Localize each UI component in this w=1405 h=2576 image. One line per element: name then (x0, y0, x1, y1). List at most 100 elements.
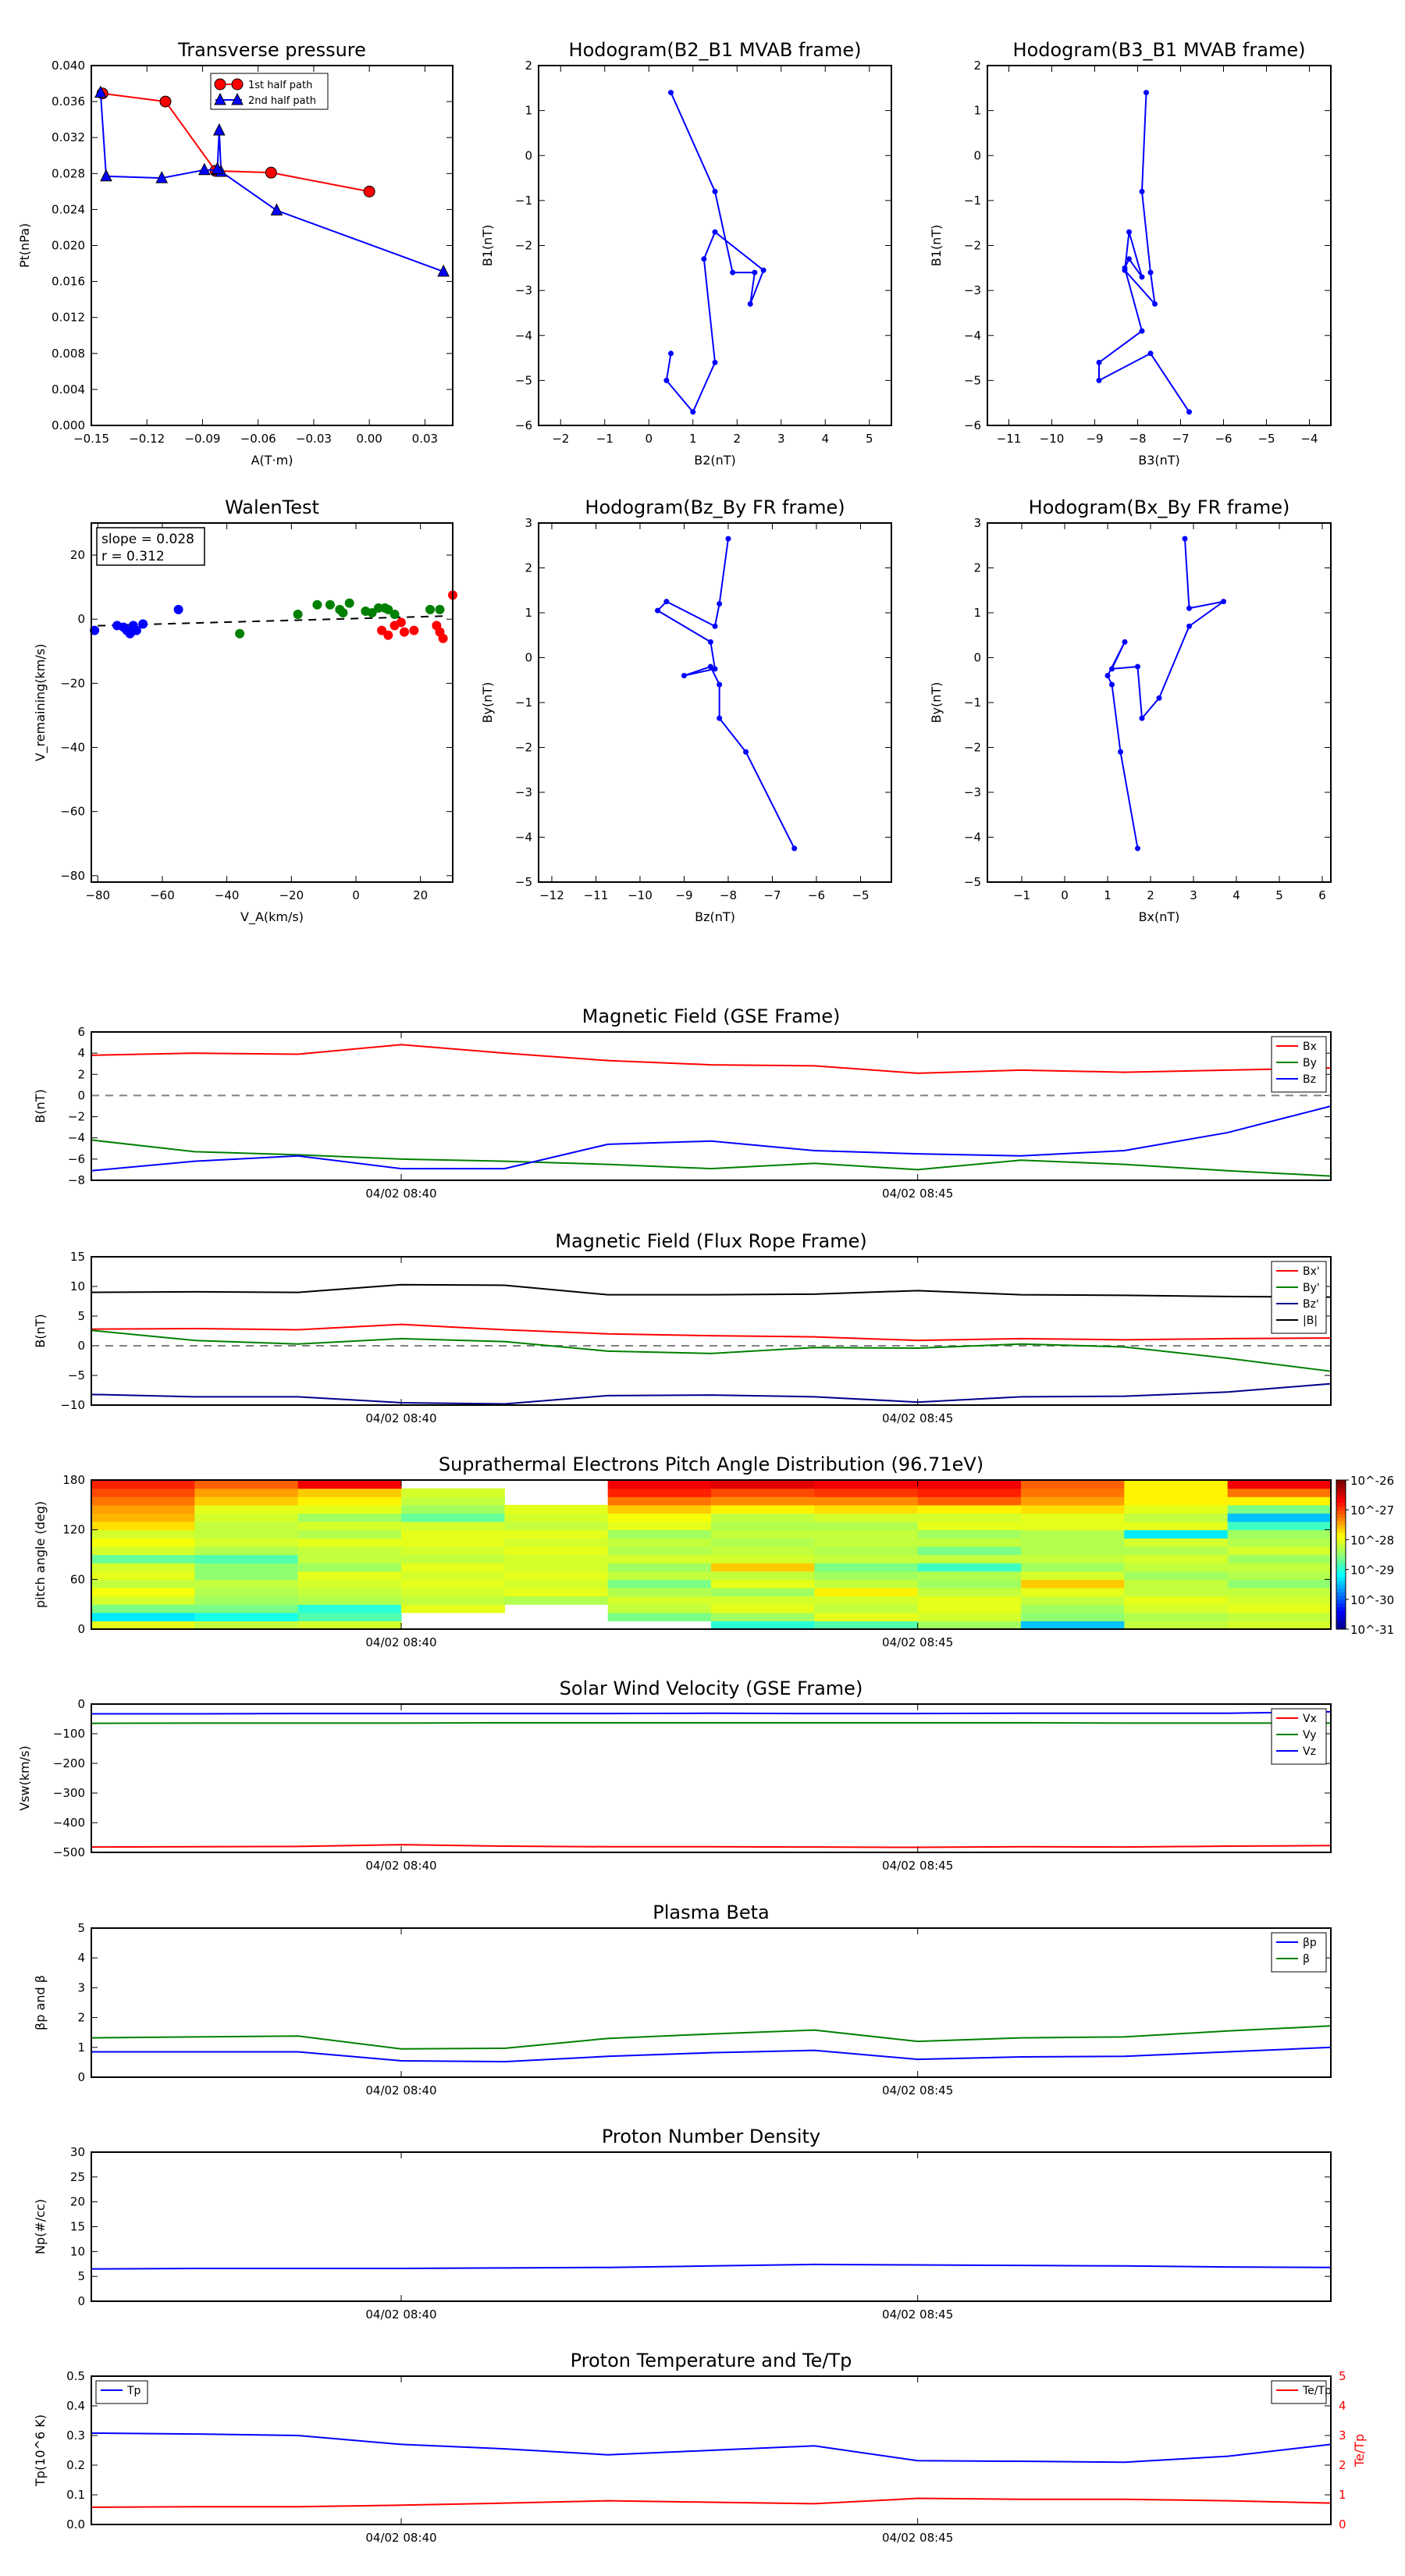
heatmap-cell (401, 1529, 505, 1539)
heatmap-cell (1124, 1546, 1229, 1556)
chart-title: Suprathermal Electrons Pitch Angle Distr… (439, 1453, 984, 1475)
heatmap-cell (194, 1496, 299, 1506)
data-point (1135, 664, 1140, 670)
y-tick-label: −300 (53, 1786, 85, 1800)
y-axis-label: B1(nT) (480, 225, 495, 267)
heatmap-cell (1227, 1504, 1332, 1514)
heatmap-cell (1227, 1488, 1332, 1497)
heatmap-cell (1227, 1571, 1332, 1580)
x-tick-label: −7 (1172, 432, 1189, 446)
y-tick-label: −40 (60, 741, 85, 755)
heatmap-cell (504, 1587, 609, 1597)
y-tick-label: −1 (964, 194, 981, 208)
chart-vsw: Solar Wind Velocity (GSE Frame) 04/02 08:… (17, 1678, 1332, 1873)
series-line (665, 92, 765, 414)
heatmap-cell (917, 1621, 1022, 1630)
heatmap-cell (401, 1587, 505, 1597)
y-tick-label: 0.036 (52, 94, 85, 109)
x-tick-label: −1 (596, 432, 614, 446)
heatmap-cell (607, 1554, 712, 1564)
y-tick-label: −8 (68, 1173, 85, 1187)
x-tick-label: 04/02 08:45 (882, 1859, 953, 1873)
data-point (663, 377, 670, 383)
colorbar-segment (1336, 1596, 1346, 1600)
heatmap-cell (194, 1504, 299, 1514)
heatmap-cell (194, 1563, 299, 1572)
y-tick-label: 60 (70, 1572, 85, 1586)
legend-box (1271, 1036, 1327, 1093)
heatmap-cell (91, 1563, 195, 1572)
heatmap-cell (194, 1521, 299, 1531)
data-point (712, 623, 718, 629)
heatmap-cell (401, 1563, 505, 1572)
data-point (1186, 409, 1192, 415)
heatmap-cell (711, 1546, 815, 1556)
data-point (717, 601, 723, 607)
heatmap-cell (1124, 1521, 1229, 1531)
y2-tick-label: 5 (1339, 2369, 1346, 2383)
x-tick-label: −0.09 (184, 432, 220, 446)
y-tick-label: 0.1 (66, 2488, 85, 2502)
heatmap-cell (401, 1596, 505, 1605)
heatmap-cell (1124, 1587, 1229, 1597)
heatmap-cell (1124, 1554, 1229, 1564)
heatmap-cell (91, 1521, 195, 1531)
heatmap-cell (917, 1513, 1022, 1522)
legend-label: By' (1303, 1282, 1320, 1294)
data-point (752, 269, 758, 276)
heatmap-cell (91, 1587, 195, 1597)
y-tick-label: −3 (515, 785, 532, 799)
y-tick-label: −1 (515, 194, 532, 208)
legend-label: Vx (1303, 1713, 1317, 1725)
heatmap-cell (711, 1521, 815, 1531)
heatmap-cell (91, 1571, 195, 1580)
heatmap-cell (504, 1513, 609, 1522)
colorbar-segment (1336, 1495, 1346, 1500)
legend-label: Vy (1303, 1729, 1317, 1742)
colorbar-segment (1336, 1621, 1346, 1626)
colorbar-segment (1336, 1510, 1346, 1514)
data-point (396, 617, 406, 628)
heatmap-cell (504, 1529, 609, 1539)
data-point (1109, 666, 1115, 672)
data-point (1152, 301, 1158, 307)
series-line (91, 1382, 1332, 1405)
heatmap-cell (194, 1621, 299, 1630)
y-tick-label: 0.020 (52, 239, 85, 253)
y-tick-label: 10 (70, 1279, 85, 1293)
colorbar-segment (1336, 1546, 1346, 1552)
colorbar-segment (1336, 1584, 1346, 1589)
legend-marker (214, 78, 226, 91)
legend-label: Te/Tp (1302, 2385, 1332, 2397)
heatmap-cell (814, 1538, 919, 1547)
legend-marker (231, 92, 244, 105)
data-point (293, 610, 303, 620)
y-tick-label: 0.2 (66, 2458, 85, 2472)
y-tick-label: 0 (77, 2070, 85, 2084)
y-tick-label: 3 (525, 516, 532, 530)
y2-tick-label: 2 (1339, 2458, 1346, 2472)
data-point (213, 123, 226, 136)
y-tick-label: −5 (515, 875, 532, 889)
y-tick-label: −10 (60, 1398, 85, 1412)
data-point (791, 845, 798, 852)
colorbar-segment (1336, 1592, 1346, 1596)
colorbar-segment (1336, 1525, 1346, 1529)
heatmap-cell (91, 1579, 195, 1589)
chart-title: Solar Wind Velocity (GSE Frame) (560, 1678, 863, 1699)
y-tick-label: −60 (60, 805, 85, 819)
heatmap-cell (711, 1621, 815, 1630)
heatmap-cell (1227, 1496, 1332, 1506)
y-tick-label: 2 (973, 561, 981, 575)
heatmap-cell (194, 1579, 299, 1589)
heatmap-cell (607, 1488, 712, 1497)
heatmap-cell (1021, 1538, 1125, 1547)
y-tick-label: −20 (60, 676, 85, 690)
axes-frame (91, 2151, 1332, 2302)
heatmap-cell (297, 1596, 402, 1605)
chart-hodogram_bz_by: Hodogram(Bz_By FR frame)−12 −11 −10 −9 −8 −7−… (480, 496, 892, 924)
heatmap-cell (194, 1612, 299, 1621)
y-axis-label: Pt(nPa) (17, 223, 32, 268)
heatmap-cell (1021, 1612, 1125, 1621)
